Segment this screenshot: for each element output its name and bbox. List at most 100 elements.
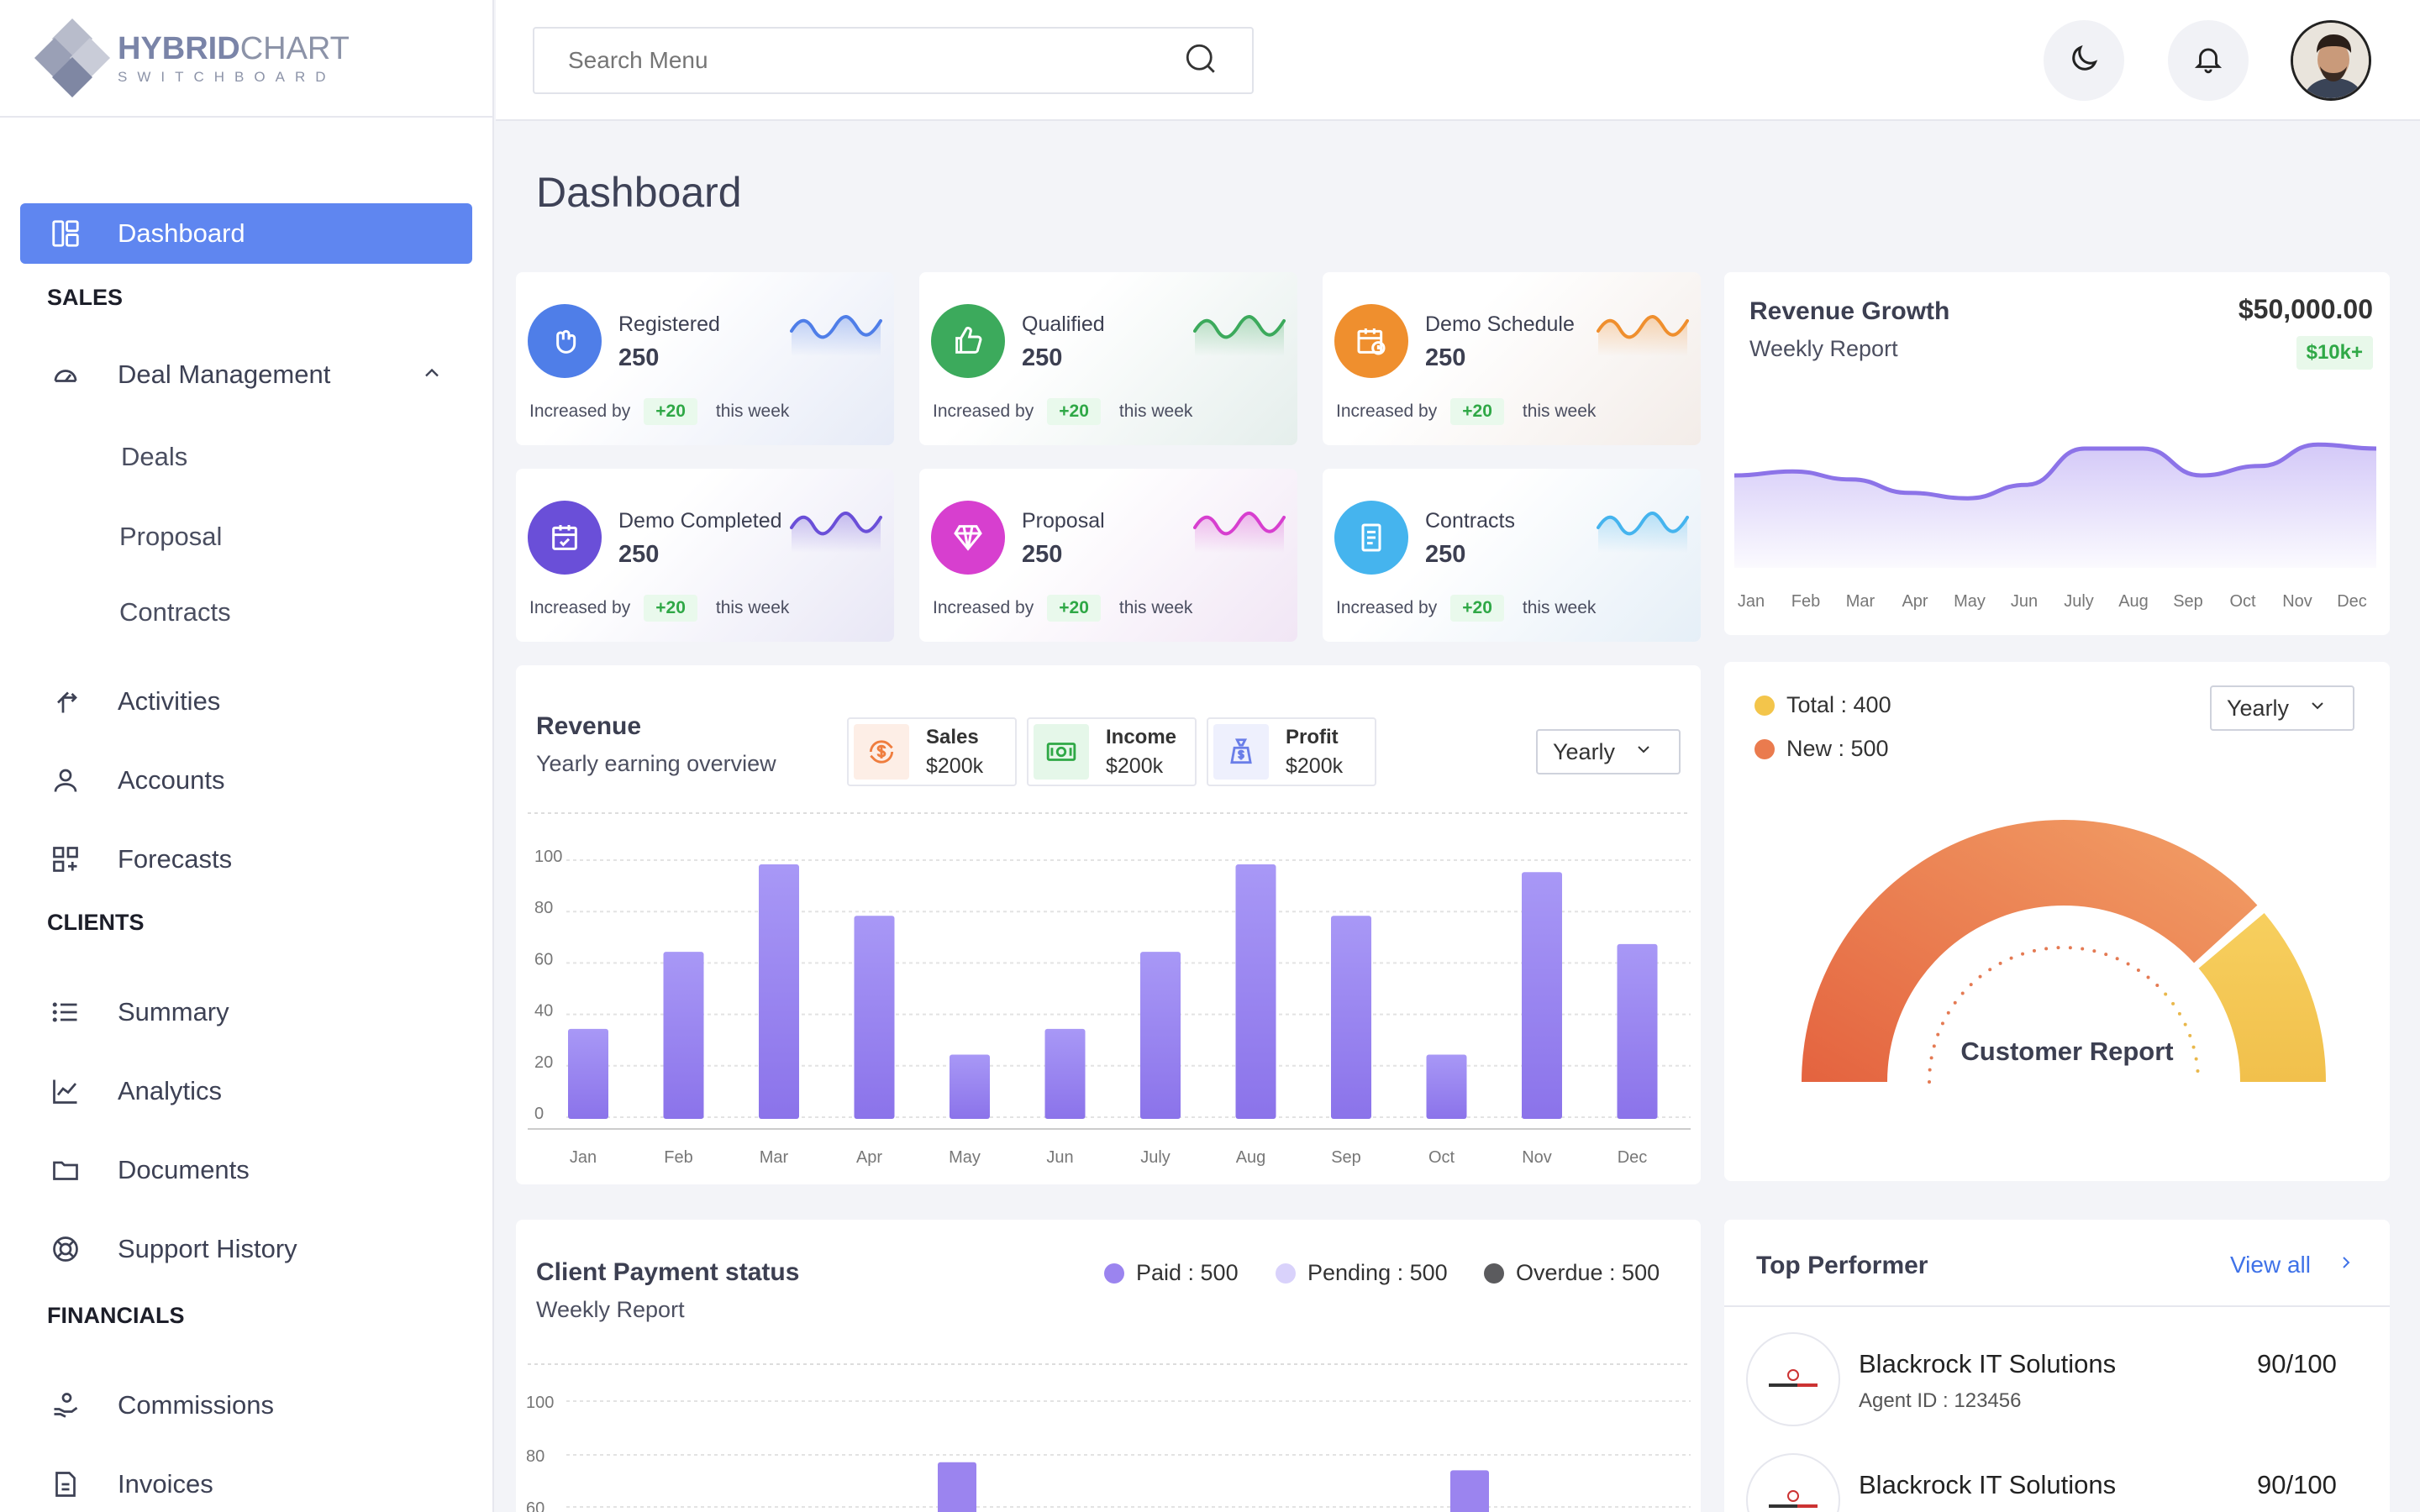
gauge-dot — [2164, 992, 2168, 996]
stat-label: Demo Completed — [618, 509, 782, 533]
sidebar-item-label: Commissions — [118, 1390, 275, 1420]
gauge-dot — [2126, 962, 2130, 966]
legend-total: Total : 400 — [1754, 692, 1891, 718]
sidebar-item-activities[interactable]: Activities — [20, 662, 472, 741]
stat-card-qualified[interactable]: Qualified 250 Increased by +20 this week — [919, 272, 1297, 445]
client-payment-card: Client Payment status Weekly Report Paid… — [516, 1220, 1701, 1512]
search-icon[interactable] — [1183, 41, 1218, 81]
notifications-button[interactable] — [2168, 20, 2249, 101]
gauge-dot — [1960, 991, 1965, 995]
sidebar-subitem-proposal[interactable]: Proposal — [119, 522, 223, 551]
chevron-right-icon — [2336, 1252, 2356, 1278]
chevron-up-icon[interactable] — [420, 361, 444, 391]
stat-card-proposal[interactable]: Proposal 250 Increased by +20 this week — [919, 469, 1297, 642]
gauge-dot — [2177, 1011, 2181, 1016]
sidebar-item-analytics[interactable]: Analytics — [20, 1052, 472, 1131]
top-performer-card: Top Performer View all Blackrock IT Solu… — [1724, 1220, 2390, 1512]
sidebar-item-label: Accounts — [118, 765, 225, 795]
performer-row[interactable]: Blackrock IT Solutions 90/100 — [1746, 1453, 2368, 1512]
gauge-dot — [1978, 974, 1982, 979]
stat-footer: Increased by +20 this week — [1336, 595, 1596, 622]
sales-summary-card[interactable]: Sales $200k — [847, 717, 1017, 786]
stat-footer: Increased by +20 this week — [529, 595, 789, 622]
sidebar-item-accounts[interactable]: Accounts — [20, 741, 472, 820]
gauge-dot — [1969, 983, 1973, 987]
sidebar-item-forecasts[interactable]: Forecasts — [20, 820, 472, 899]
sparkline — [1597, 315, 1689, 356]
search-input[interactable] — [568, 47, 1183, 74]
profit-summary-card[interactable]: Profit $200k — [1207, 717, 1376, 786]
top-header — [496, 0, 2420, 121]
sparkline — [790, 512, 882, 553]
brand-name-b: CHART — [239, 30, 350, 66]
legend-total-label: Total : 400 — [1786, 692, 1891, 717]
legend-dot-pending — [1276, 1263, 1296, 1284]
stat-footer-suffix: this week — [1522, 598, 1597, 617]
sidebar-item-summary[interactable]: Summary — [20, 973, 472, 1052]
folder-icon — [49, 1153, 82, 1187]
sidebar-subitem-deals[interactable]: Deals — [121, 442, 188, 471]
sidebar-subitem-contracts[interactable]: Contracts — [119, 597, 231, 627]
theme-toggle-button[interactable] — [2044, 20, 2124, 101]
x-tick-label: Nov — [2282, 592, 2312, 611]
money-bag-icon — [1213, 724, 1269, 780]
x-tick-label: Sep — [1331, 1148, 1361, 1167]
branch-arrow-icon — [49, 685, 82, 718]
currency-exchange-icon — [854, 724, 909, 780]
income-summary-card[interactable]: Income $200k — [1027, 717, 1197, 786]
x-tick-label: Jan — [570, 1148, 597, 1167]
stat-card-contracts[interactable]: Contracts 250 Increased by +20 this week — [1323, 469, 1701, 642]
sidebar-item-deal-management[interactable]: Deal Management — [20, 344, 472, 405]
revenue-bar-chart: 0 20 40 60 80 100 Jan Feb Mar Apr May Jun July Aug Sep… — [528, 812, 1691, 1167]
revenue-growth-line — [1733, 442, 2377, 501]
stat-card-demo-completed[interactable]: Demo Completed 250 Increased by +20 this wee… — [516, 469, 894, 642]
x-tick-label: Apr — [1902, 592, 1928, 611]
increase-badge: +20 — [1450, 595, 1504, 622]
revenue-bar — [1426, 1054, 1467, 1119]
performer-score: 90/100 — [2257, 1470, 2337, 1499]
divider — [1724, 1305, 2390, 1307]
sidebar-item-dashboard[interactable]: Dashboard — [20, 203, 472, 264]
sidebar-item-support-history[interactable]: Support History — [20, 1210, 472, 1289]
stat-label: Proposal — [1022, 509, 1105, 533]
legend-dot-paid — [1104, 1263, 1124, 1284]
legend-dot-overdue — [1484, 1263, 1504, 1284]
view-all-link[interactable]: View all — [2230, 1252, 2356, 1278]
customer-period-select[interactable]: Yearly — [2210, 685, 2354, 731]
stat-footer-suffix: this week — [1118, 598, 1193, 617]
x-tick-label: Feb — [664, 1148, 692, 1167]
sidebar-item-commissions[interactable]: Commissions — [20, 1366, 472, 1445]
user-avatar[interactable] — [2291, 20, 2371, 101]
income-value: $200k — [1106, 753, 1164, 778]
performer-agent-id: Agent ID : 123456 — [1859, 1389, 2022, 1412]
sidebar: HYBRIDCHART SWITCHBOARD Dashboard SALES … — [0, 0, 494, 1512]
gauge-icon — [49, 358, 82, 391]
stat-card-demo-schedule[interactable]: Demo Schedule 250 Increased by +20 this week — [1323, 272, 1701, 445]
legend-pending-label: Pending : 500 — [1307, 1260, 1448, 1285]
x-tick-label: Apr — [856, 1148, 882, 1167]
gauge-dot — [2136, 968, 2140, 972]
x-tick-label: Mar — [1846, 592, 1876, 611]
search-box[interactable] — [533, 27, 1254, 94]
brand-logo[interactable]: HYBRIDCHART SWITCHBOARD — [0, 0, 492, 118]
y-tick-label: 40 — [534, 1002, 553, 1021]
performer-row[interactable]: Blackrock IT Solutions Agent ID : 123456… — [1746, 1332, 2368, 1426]
stat-value: 250 — [618, 344, 660, 371]
revenue-bar — [1235, 864, 1276, 1119]
sidebar-item-documents[interactable]: Documents — [20, 1131, 472, 1210]
user-icon — [49, 764, 82, 797]
stat-card-registered[interactable]: Registered 250 Increased by +20 this week — [516, 272, 894, 445]
sidebar-item-invoices[interactable]: Invoices — [20, 1445, 472, 1512]
legend-overdue-label: Overdue : 500 — [1516, 1260, 1660, 1285]
banknote-icon — [1034, 724, 1089, 780]
stat-footer: Increased by +20 this week — [933, 595, 1192, 622]
stat-value: 250 — [1022, 344, 1063, 371]
revenue-period-select[interactable]: Yearly — [1536, 729, 1681, 774]
payment-bar-paid — [1450, 1470, 1489, 1512]
section-clients: CLIENTS — [47, 909, 145, 935]
stat-value: 250 — [1425, 344, 1466, 371]
logo-icon — [34, 18, 111, 98]
x-tick-label: July — [2064, 592, 2094, 611]
puzzle-icon — [528, 304, 602, 378]
revenue-growth-amount: $50,000.00 — [2238, 294, 2373, 324]
